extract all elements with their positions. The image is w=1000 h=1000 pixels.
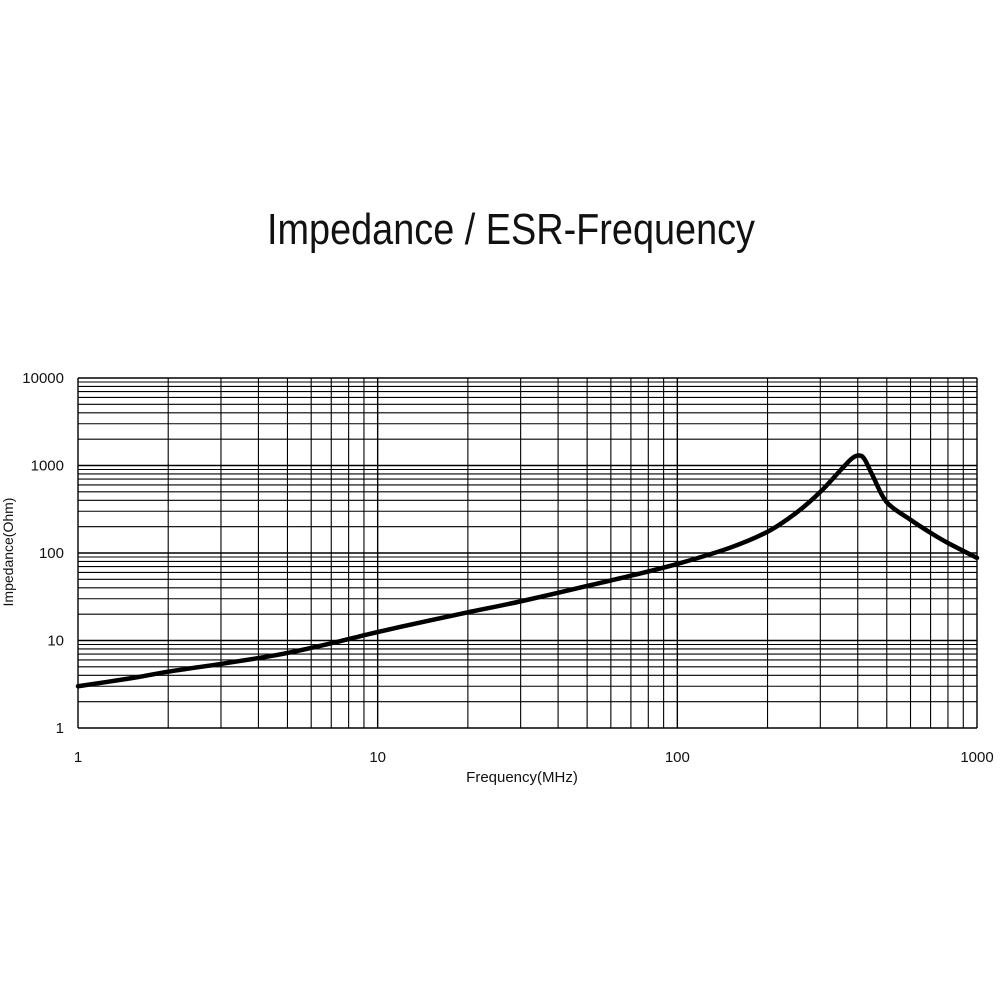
y-tick-label: 10 bbox=[47, 633, 64, 650]
plot-grid bbox=[77, 377, 978, 729]
x-tick-label: 100 bbox=[665, 749, 690, 766]
y-tick-labels: 10000 1000 100 10 1 bbox=[22, 370, 64, 737]
x-axis-label: Frequency(MHz) bbox=[466, 769, 578, 786]
y-tick-label: 100 bbox=[39, 545, 64, 562]
x-tick-label: 1000 bbox=[960, 749, 993, 766]
y-tick-label: 1000 bbox=[31, 458, 64, 475]
chart-title: Impedance / ESR-Frequency bbox=[267, 205, 755, 254]
impedance-curve bbox=[75, 453, 980, 689]
x-tick-label: 10 bbox=[369, 749, 386, 766]
curve-layer bbox=[75, 453, 980, 689]
x-tick-label: 1 bbox=[74, 749, 82, 766]
x-tick-labels: 1 10 100 1000 bbox=[74, 749, 994, 766]
y-tick-label: 10000 bbox=[22, 370, 64, 387]
y-axis-label: Impedance(Ohm) bbox=[0, 498, 16, 607]
y-tick-label: 1 bbox=[56, 720, 64, 737]
